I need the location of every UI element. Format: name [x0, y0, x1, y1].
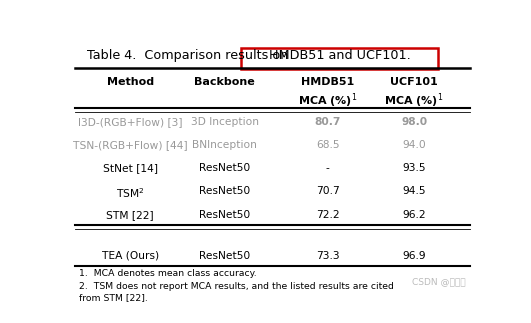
- Text: 96.2: 96.2: [402, 210, 426, 220]
- Text: BNInception: BNInception: [192, 140, 257, 150]
- Text: 96.9: 96.9: [402, 251, 426, 261]
- Text: 72.2: 72.2: [316, 210, 339, 220]
- Text: StNet [14]: StNet [14]: [102, 163, 158, 173]
- Text: -: -: [326, 163, 330, 173]
- Text: Table 4.  Comparison results on: Table 4. Comparison results on: [87, 49, 293, 62]
- Text: I3D-(RGB+Flow) [3]: I3D-(RGB+Flow) [3]: [78, 117, 183, 127]
- Text: TEA (Ours): TEA (Ours): [101, 251, 159, 261]
- Text: 73.3: 73.3: [316, 251, 339, 261]
- Text: UCF101
MCA (%)$^1$: UCF101 MCA (%)$^1$: [384, 77, 444, 110]
- Text: TSN-(RGB+Flow) [44]: TSN-(RGB+Flow) [44]: [73, 140, 187, 150]
- Text: ResNet50: ResNet50: [199, 210, 251, 220]
- Text: ResNet50: ResNet50: [199, 186, 251, 196]
- Text: HMDB51
MCA (%)$^1$: HMDB51 MCA (%)$^1$: [298, 77, 357, 110]
- Text: Method: Method: [107, 77, 153, 87]
- Text: 94.0: 94.0: [402, 140, 426, 150]
- Text: 3D Inception: 3D Inception: [191, 117, 259, 127]
- Text: 94.5: 94.5: [402, 186, 426, 196]
- Text: 68.5: 68.5: [316, 140, 339, 150]
- Text: ResNet50: ResNet50: [199, 251, 251, 261]
- Text: 80.7: 80.7: [314, 117, 341, 127]
- Text: STM [22]: STM [22]: [106, 210, 154, 220]
- Text: 2.  TSM does not report MCA results, and the listed results are cited
from STM [: 2. TSM does not report MCA results, and …: [79, 283, 393, 303]
- Text: 70.7: 70.7: [316, 186, 339, 196]
- Text: HMDB51 and UCF101.: HMDB51 and UCF101.: [269, 49, 410, 62]
- Text: TSM$^2$: TSM$^2$: [116, 186, 144, 200]
- Text: 1.  MCA denotes mean class accuracy.: 1. MCA denotes mean class accuracy.: [79, 269, 256, 278]
- Text: Backbone: Backbone: [194, 77, 255, 87]
- Text: 98.0: 98.0: [401, 117, 427, 127]
- Text: CSDN @何大春: CSDN @何大春: [412, 277, 466, 286]
- Text: ResNet50: ResNet50: [199, 163, 251, 173]
- Text: 93.5: 93.5: [402, 163, 426, 173]
